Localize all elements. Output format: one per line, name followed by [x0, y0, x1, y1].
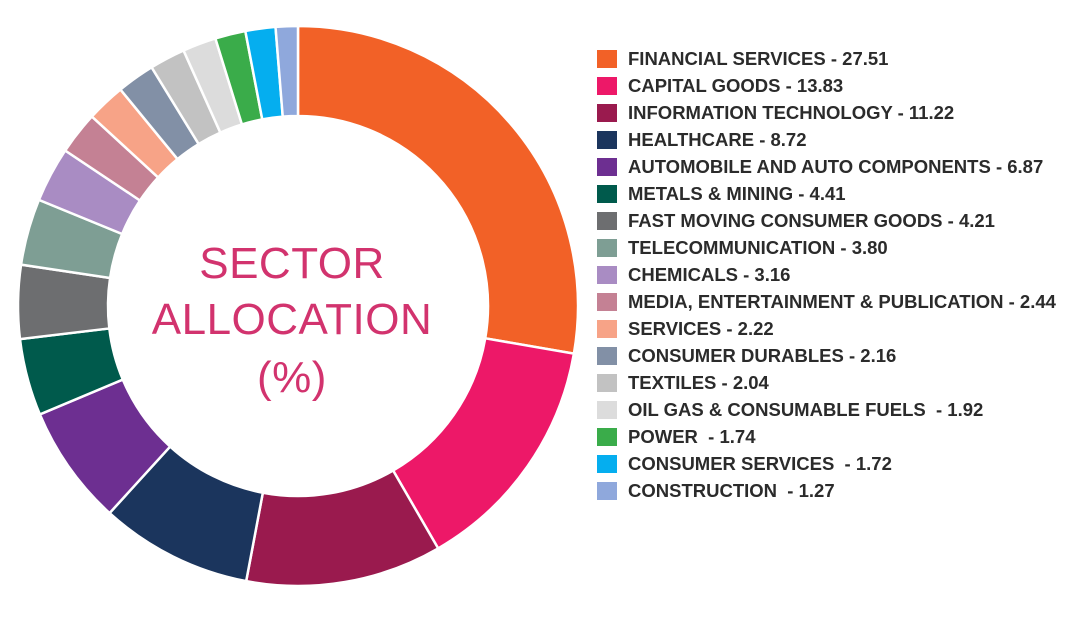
- legend-swatch: [597, 77, 617, 95]
- legend-swatch: [597, 239, 617, 257]
- legend-label: FAST MOVING CONSUMER GOODS - 4.21: [628, 210, 995, 231]
- legend-label: SERVICES - 2.22: [628, 318, 774, 339]
- legend-item: INFORMATION TECHNOLOGY - 11.22: [597, 99, 1067, 126]
- legend-swatch: [597, 104, 617, 122]
- legend-label: MEDIA, ENTERTAINMENT & PUBLICATION - 2.4…: [628, 291, 1056, 312]
- legend-swatch: [597, 347, 617, 365]
- chart-title-line-1: SECTOR: [199, 239, 385, 288]
- legend-label: POWER - 1.74: [628, 426, 756, 447]
- chart-title-line-2: ALLOCATION: [151, 295, 433, 344]
- legend-item: FAST MOVING CONSUMER GOODS - 4.21: [597, 207, 1067, 234]
- legend-swatch: [597, 401, 617, 419]
- legend-swatch: [597, 131, 617, 149]
- legend-item: OIL GAS & CONSUMABLE FUELS - 1.92: [597, 396, 1067, 423]
- legend-item: POWER - 1.74: [597, 423, 1067, 450]
- chart-legend: FINANCIAL SERVICES - 27.51 CAPITAL GOODS…: [597, 45, 1067, 504]
- legend-item: TEXTILES - 2.04: [597, 369, 1067, 396]
- donut-slice-16: [274, 24, 300, 118]
- legend-label: TELECOMMUNICATION - 3.80: [628, 237, 888, 258]
- legend-swatch: [597, 482, 617, 500]
- legend-item: TELECOMMUNICATION - 3.80: [597, 234, 1067, 261]
- legend-item: CONSTRUCTION - 1.27: [597, 477, 1067, 504]
- legend-swatch: [597, 266, 617, 284]
- legend-label: AUTOMOBILE AND AUTO COMPONENTS - 6.87: [628, 156, 1044, 177]
- legend-label: INFORMATION TECHNOLOGY - 11.22: [628, 102, 955, 123]
- legend-swatch: [597, 374, 617, 392]
- legend-item: FINANCIAL SERVICES - 27.51: [597, 45, 1067, 72]
- chart-title-line-3: (%): [257, 353, 327, 402]
- legend-swatch: [597, 455, 617, 473]
- legend-item: AUTOMOBILE AND AUTO COMPONENTS - 6.87: [597, 153, 1067, 180]
- legend-swatch: [597, 212, 617, 230]
- legend-label: HEALTHCARE - 8.72: [628, 129, 807, 150]
- legend-item: CONSUMER DURABLES - 2.16: [597, 342, 1067, 369]
- legend-label: OIL GAS & CONSUMABLE FUELS - 1.92: [628, 399, 984, 420]
- legend-item: METALS & MINING - 4.41: [597, 180, 1067, 207]
- legend-swatch: [597, 293, 617, 311]
- legend-label: CONSUMER SERVICES - 1.72: [628, 453, 892, 474]
- legend-label: TEXTILES - 2.04: [628, 372, 769, 393]
- legend-item: MEDIA, ENTERTAINMENT & PUBLICATION - 2.4…: [597, 288, 1067, 315]
- legend-label: FINANCIAL SERVICES - 27.51: [628, 48, 889, 69]
- sector-allocation-chart: SECTOR ALLOCATION (%): [16, 24, 580, 588]
- legend-item: CAPITAL GOODS - 13.83: [597, 72, 1067, 99]
- legend-label: METALS & MINING - 4.41: [628, 183, 846, 204]
- legend-item: CHEMICALS - 3.16: [597, 261, 1067, 288]
- legend-swatch: [597, 428, 617, 446]
- legend-label: CAPITAL GOODS - 13.83: [628, 75, 844, 96]
- legend-item: CONSUMER SERVICES - 1.72: [597, 450, 1067, 477]
- legend-swatch: [597, 158, 617, 176]
- donut-slice-0: [296, 24, 580, 356]
- legend-item: SERVICES - 2.22: [597, 315, 1067, 342]
- legend-label: CONSTRUCTION - 1.27: [628, 480, 835, 501]
- legend-label: CHEMICALS - 3.16: [628, 264, 791, 285]
- legend-label: CONSUMER DURABLES - 2.16: [628, 345, 897, 366]
- legend-item: HEALTHCARE - 8.72: [597, 126, 1067, 153]
- legend-swatch: [597, 320, 617, 338]
- legend-swatch: [597, 50, 617, 68]
- donut-chart: [16, 24, 580, 588]
- legend-swatch: [597, 185, 617, 203]
